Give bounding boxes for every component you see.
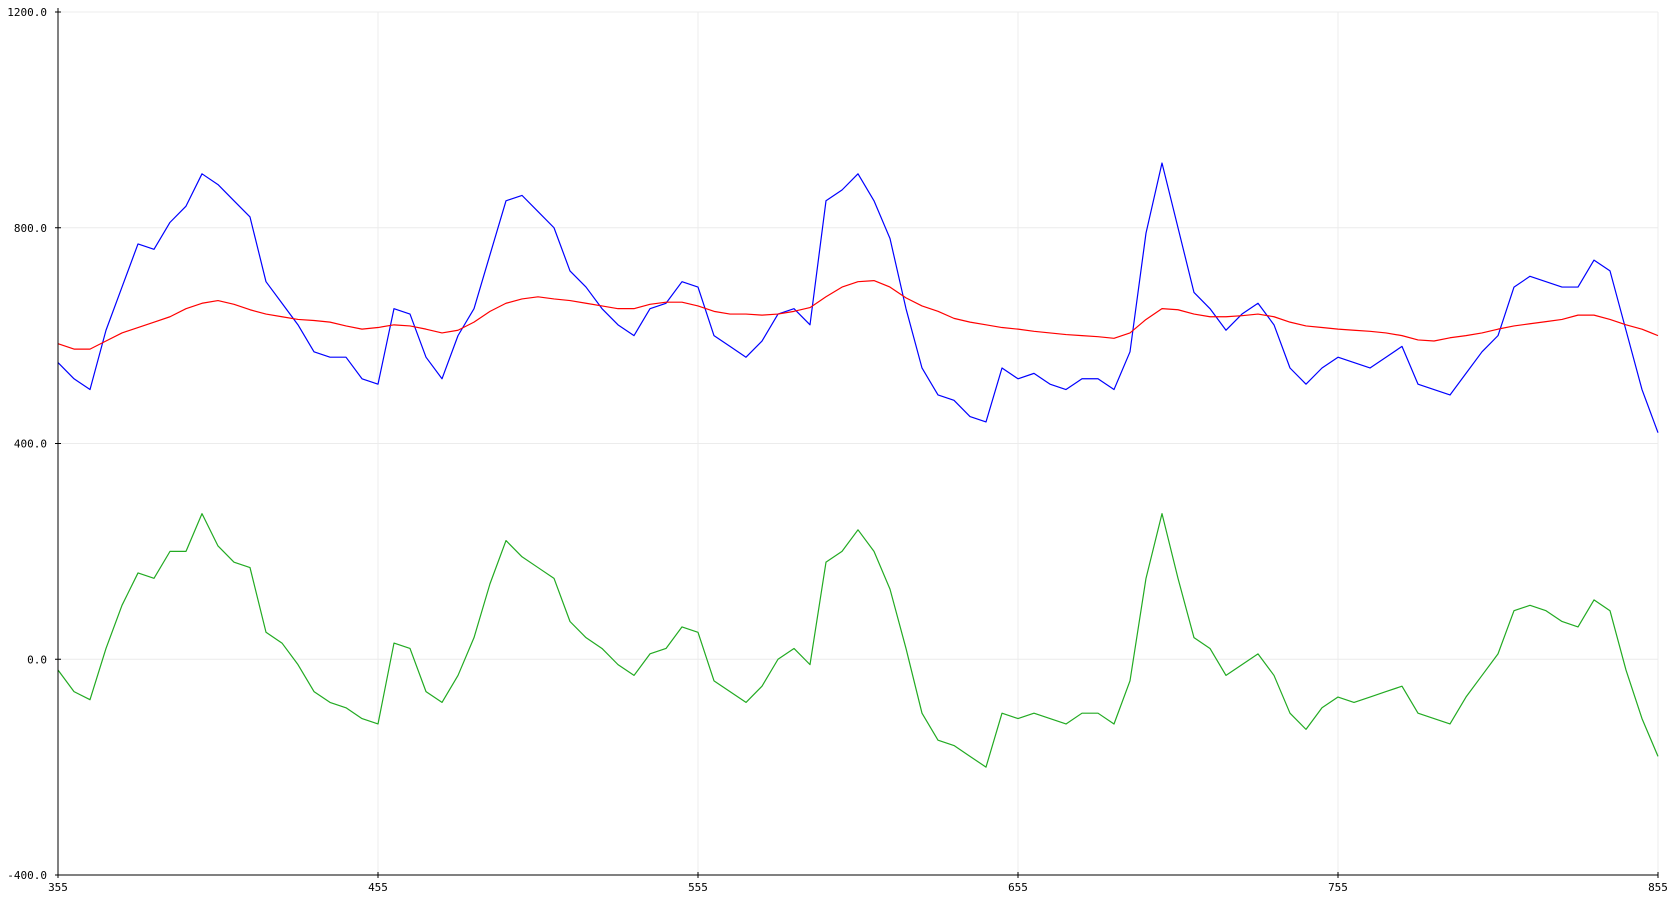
x-tick-label-1: 455	[368, 881, 388, 894]
y-tick-label-1: 800.0	[14, 222, 47, 235]
series-line-1	[57, 162, 1659, 433]
y-tick-label-0: 1200.0	[7, 6, 47, 19]
grid-lines	[58, 11, 1659, 875]
series-line-2	[57, 280, 1659, 350]
x-tick-label-3: 655	[1008, 881, 1028, 894]
x-tick-label-4: 755	[1328, 881, 1348, 894]
x-tick-label-5: 855	[1648, 881, 1668, 894]
series-layer	[57, 162, 1659, 768]
series-line-3	[57, 513, 1659, 768]
y-tick-label-3: 0.0	[27, 653, 47, 666]
x-axis-ticks: 355 455 555 655 755 855	[48, 872, 1668, 894]
y-axis-ticks: 1200.0 800.0 400.0 0.0 -400.0	[7, 6, 61, 882]
x-tick-label-0: 355	[48, 881, 68, 894]
axes	[57, 8, 1658, 876]
y-tick-label-2: 400.0	[14, 438, 47, 451]
y-tick-label-4: -400.0	[7, 869, 47, 882]
x-tick-label-2: 555	[688, 881, 708, 894]
